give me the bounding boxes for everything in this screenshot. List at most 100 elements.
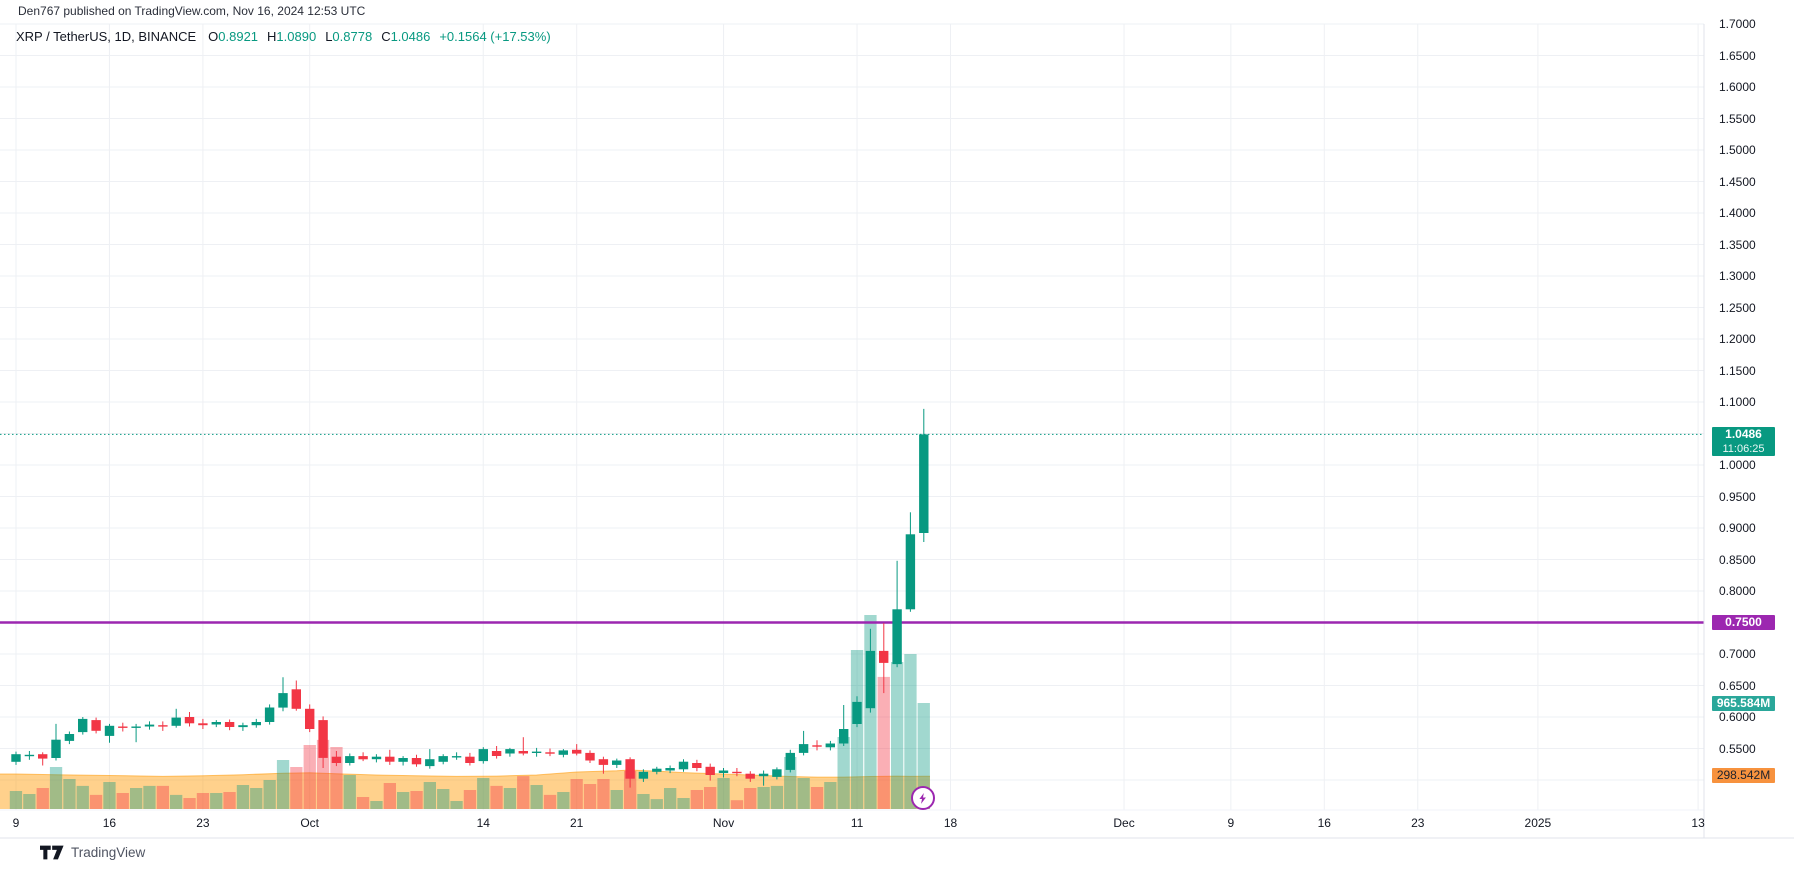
time-tick-label: 21: [570, 816, 584, 830]
last-price-badge: 1.0486 11:06:25: [1712, 426, 1775, 456]
time-tick-label: Dec: [1113, 816, 1135, 830]
tradingview-brand-text: TradingView: [71, 845, 146, 860]
candle-up: [652, 768, 662, 772]
volume-bar: [170, 794, 183, 809]
candle-up: [171, 717, 181, 726]
volume-bar: [784, 757, 797, 809]
volume-bar: [423, 782, 436, 809]
time-tick-label: 23: [1411, 816, 1425, 830]
volume-bar: [303, 745, 316, 809]
candle-down: [545, 752, 555, 754]
candle-down: [118, 726, 128, 728]
time-tick-label: 2025: [1524, 816, 1552, 830]
volume-bar: [557, 792, 570, 809]
candle-up: [638, 771, 649, 779]
last-price-value: 1.0486: [1725, 426, 1762, 441]
candle-down: [158, 725, 168, 727]
volume-bar: [196, 793, 210, 809]
boost-button[interactable]: [910, 786, 935, 810]
candle-down: [598, 759, 609, 765]
volume-bar: [704, 787, 717, 809]
volume-bar: [276, 760, 290, 809]
candle-down: [331, 756, 342, 763]
volume-bar: [690, 790, 703, 809]
price-tick-label: 1.4500: [1719, 174, 1756, 189]
volume-bar: [63, 779, 76, 809]
candle-up: [24, 754, 35, 757]
candle-up: [478, 749, 488, 762]
candle-down: [585, 752, 595, 761]
candle-up: [665, 768, 675, 771]
price-tick-label: 1.3000: [1719, 269, 1756, 283]
price-tick-label: 1.5000: [1719, 143, 1756, 157]
candle-up: [438, 756, 448, 762]
time-tick-label: Nov: [712, 816, 735, 830]
candle-down: [358, 756, 368, 760]
candle-down: [38, 754, 48, 759]
candle-up: [11, 754, 21, 762]
volume-bar: [837, 737, 850, 809]
time-tick-label: 13: [1691, 816, 1705, 830]
candle-up: [264, 707, 275, 722]
candle-down: [518, 751, 528, 754]
volume-bar: [23, 794, 36, 809]
volume-bar: [477, 778, 490, 809]
candle-down: [625, 759, 635, 779]
price-tick-label: 0.5500: [1719, 741, 1756, 756]
candle-up: [451, 756, 462, 758]
volume-bar: [744, 788, 757, 809]
volume-ma-line: [0, 769, 930, 778]
price-tick-label: 1.6500: [1719, 48, 1756, 63]
candle-down: [732, 771, 742, 774]
candle-down: [198, 723, 208, 726]
candle-up: [144, 724, 155, 727]
candle-down: [705, 766, 715, 775]
volume-bar: [130, 788, 143, 809]
time-scale[interactable]: [0, 810, 1704, 838]
volume-bar: [9, 791, 23, 809]
tradingview-logo[interactable]: TradingView: [40, 845, 145, 860]
time-tick-label: 11: [850, 816, 864, 830]
volume-bar: [263, 780, 276, 809]
price-tick-label: 1.1500: [1719, 363, 1756, 378]
candle-down: [692, 763, 702, 768]
volume-bar: [356, 797, 370, 809]
candle-down: [184, 717, 195, 724]
candle-up: [785, 752, 795, 770]
candle-up: [78, 718, 88, 733]
time-tick-label: 23: [196, 816, 210, 830]
volume-bar: [223, 792, 236, 809]
volume-bar: [917, 703, 930, 809]
volume-bar: [770, 785, 784, 809]
candle-up: [892, 609, 902, 665]
volume-bar: [143, 785, 156, 809]
volume-bar: [49, 767, 63, 809]
volume-bar: [503, 788, 517, 809]
volume-bar: [530, 785, 543, 809]
support-level-badge: 0.7500: [1712, 615, 1775, 630]
time-tick-label: 14: [476, 816, 490, 830]
volume-bar: [370, 801, 383, 809]
candle-up: [345, 756, 355, 763]
candle-up: [825, 743, 835, 748]
volume-bar: [183, 798, 196, 809]
volume-bar: [450, 801, 463, 809]
volume-bar: [250, 788, 263, 809]
volume-bar: [290, 767, 303, 809]
volume-bar: [463, 790, 477, 809]
price-tick-label: 1.6000: [1719, 80, 1756, 94]
change-value: +0.1564 (+17.53%): [439, 29, 551, 44]
time-tick-label: 16: [102, 816, 117, 830]
volume-bar: [677, 798, 690, 809]
candle-up: [531, 751, 542, 753]
candle-down: [318, 720, 328, 758]
candle-down: [465, 756, 475, 763]
volume-value: 965.584M: [1716, 695, 1771, 710]
lightning-bolt-icon: [919, 792, 927, 804]
price-scale[interactable]: [1705, 24, 1794, 810]
price-tick-label: 1.1000: [1719, 395, 1756, 409]
volume-bar: [904, 654, 917, 809]
price-tick-label: 0.6000: [1719, 710, 1756, 724]
